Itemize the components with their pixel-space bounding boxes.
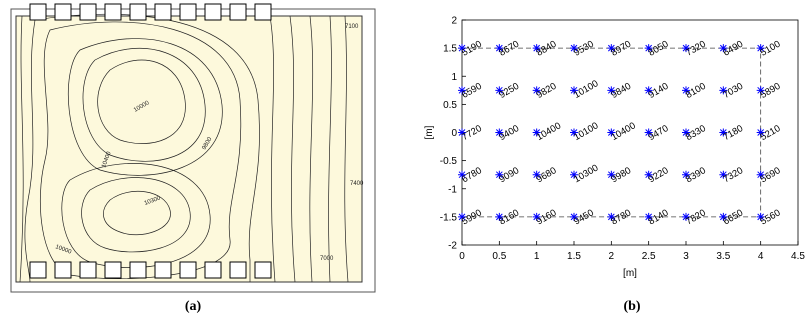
- x-tick-label: 1.5: [567, 251, 581, 262]
- point: [756, 44, 765, 53]
- point: [719, 128, 728, 137]
- y-tick-label: 0: [451, 128, 457, 139]
- x-tick-label: 2: [609, 251, 615, 262]
- contour-label: 10000: [54, 244, 72, 256]
- point: [607, 212, 616, 221]
- point: [532, 170, 541, 179]
- point: [719, 86, 728, 95]
- point: [644, 128, 653, 137]
- y-tick-label: 1: [451, 72, 457, 83]
- point: [756, 212, 765, 221]
- point: [644, 212, 653, 221]
- point: [719, 44, 728, 53]
- point: [756, 170, 765, 179]
- point: [570, 44, 578, 53]
- point: [532, 44, 541, 53]
- point: [644, 86, 653, 95]
- panel-b: (b) 0 0.5 1 1.5 2 2.5 3 3.5 4 4.5 -2 -1.5 -1 -0.5 0 0.5…: [424, 16, 805, 315]
- y-axis-label: [m]: [424, 125, 435, 139]
- point: [495, 212, 504, 221]
- caption: (a): [185, 299, 202, 314]
- point: [719, 170, 728, 179]
- point: [570, 212, 578, 221]
- contour-label: 7400: [350, 181, 364, 187]
- point: [756, 128, 765, 137]
- caption: (b): [623, 299, 640, 314]
- point: [607, 170, 616, 179]
- point: [570, 170, 578, 179]
- point: [607, 128, 616, 137]
- y-tick-label: -0.5: [440, 156, 458, 167]
- connectors: [29, 3, 272, 279]
- point: [458, 212, 466, 221]
- y-tick-label: 1.5: [443, 44, 457, 55]
- point: [532, 86, 541, 95]
- point: [607, 86, 616, 95]
- contours: [19, 13, 349, 283]
- x-tick-label: 3: [683, 251, 689, 262]
- point: [682, 44, 690, 53]
- point: [458, 128, 466, 137]
- plot-area: [461, 19, 799, 246]
- contour-label: 10300: [144, 195, 162, 207]
- y-tick-label: -1.5: [440, 212, 458, 223]
- point: [570, 128, 578, 137]
- point: [495, 128, 504, 137]
- point: [532, 212, 541, 221]
- point: [458, 170, 466, 179]
- x-tick-label: 0: [459, 251, 465, 262]
- x-axis-label: [m]: [623, 268, 637, 279]
- y-tick-label: 0.5: [443, 100, 457, 111]
- x-tick-label: 3.5: [716, 251, 730, 262]
- point: [495, 44, 504, 53]
- point: [644, 170, 653, 179]
- point: [682, 170, 690, 179]
- y-tick-label: -1: [448, 184, 457, 195]
- point: [682, 128, 690, 137]
- x-tick-label: 4: [758, 251, 764, 262]
- point: [458, 86, 466, 95]
- point: [570, 86, 578, 95]
- point: [756, 86, 765, 95]
- point: [644, 44, 653, 53]
- x-tick-label: 1: [534, 251, 540, 262]
- point: [532, 128, 541, 137]
- x-tick-label: 4.5: [791, 251, 805, 262]
- y-tick-label: 2: [451, 16, 457, 27]
- point: [719, 212, 728, 221]
- contour-label: 7100: [345, 24, 359, 30]
- point: [682, 86, 690, 95]
- point: [607, 44, 616, 53]
- contour-label: 10400: [101, 150, 113, 168]
- point: [495, 170, 504, 179]
- point: [495, 86, 504, 95]
- x-tick-label: 2.5: [642, 251, 656, 262]
- point: [682, 212, 690, 221]
- x-tick-label: 0.5: [492, 251, 506, 262]
- point: [458, 44, 466, 53]
- contour-label: 7000: [320, 256, 334, 262]
- y-tick-label: -2: [448, 241, 457, 252]
